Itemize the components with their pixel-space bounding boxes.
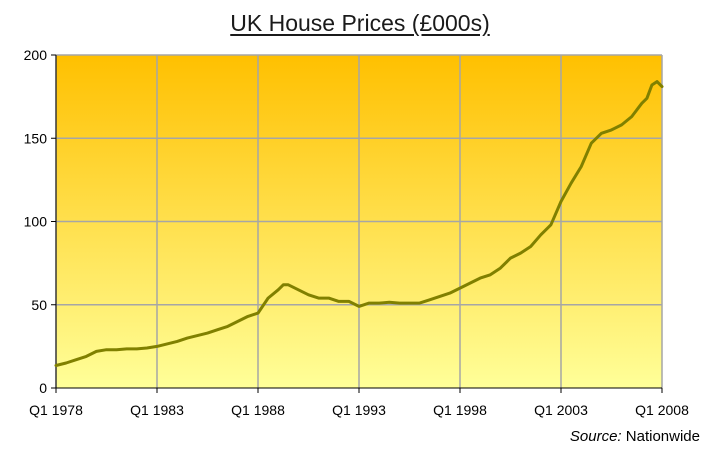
y-tick-label: 0 [39,380,47,396]
series-line [54,80,664,367]
x-tick-label: Q1 1998 [433,402,487,418]
source-value: Nationwide [625,428,700,445]
source-note: Source: Nationwide [570,428,700,445]
y-tick-label: 150 [24,130,48,146]
y-tick-label: 100 [24,214,48,230]
y-tick-label: 200 [24,47,48,63]
x-tick-label: Q1 1983 [130,402,184,418]
x-tick-label: Q1 2008 [635,402,689,418]
x-tick-label: Q1 1993 [332,402,386,418]
tick-labels: 0 50 100 150 200 Q1 1978 Q1 1983 Q1 1988 Q1 1993… [24,47,689,418]
y-tick-label: 50 [31,297,47,313]
axes [51,54,663,393]
x-tick-label: Q1 1978 [29,402,83,418]
x-tick-label: Q1 2003 [534,402,588,418]
series-layer [54,80,664,367]
source-label: Source: [569,428,622,445]
x-tick-label: Q1 1988 [231,402,285,418]
chart-title: UK House Prices (£000s) [230,10,490,36]
